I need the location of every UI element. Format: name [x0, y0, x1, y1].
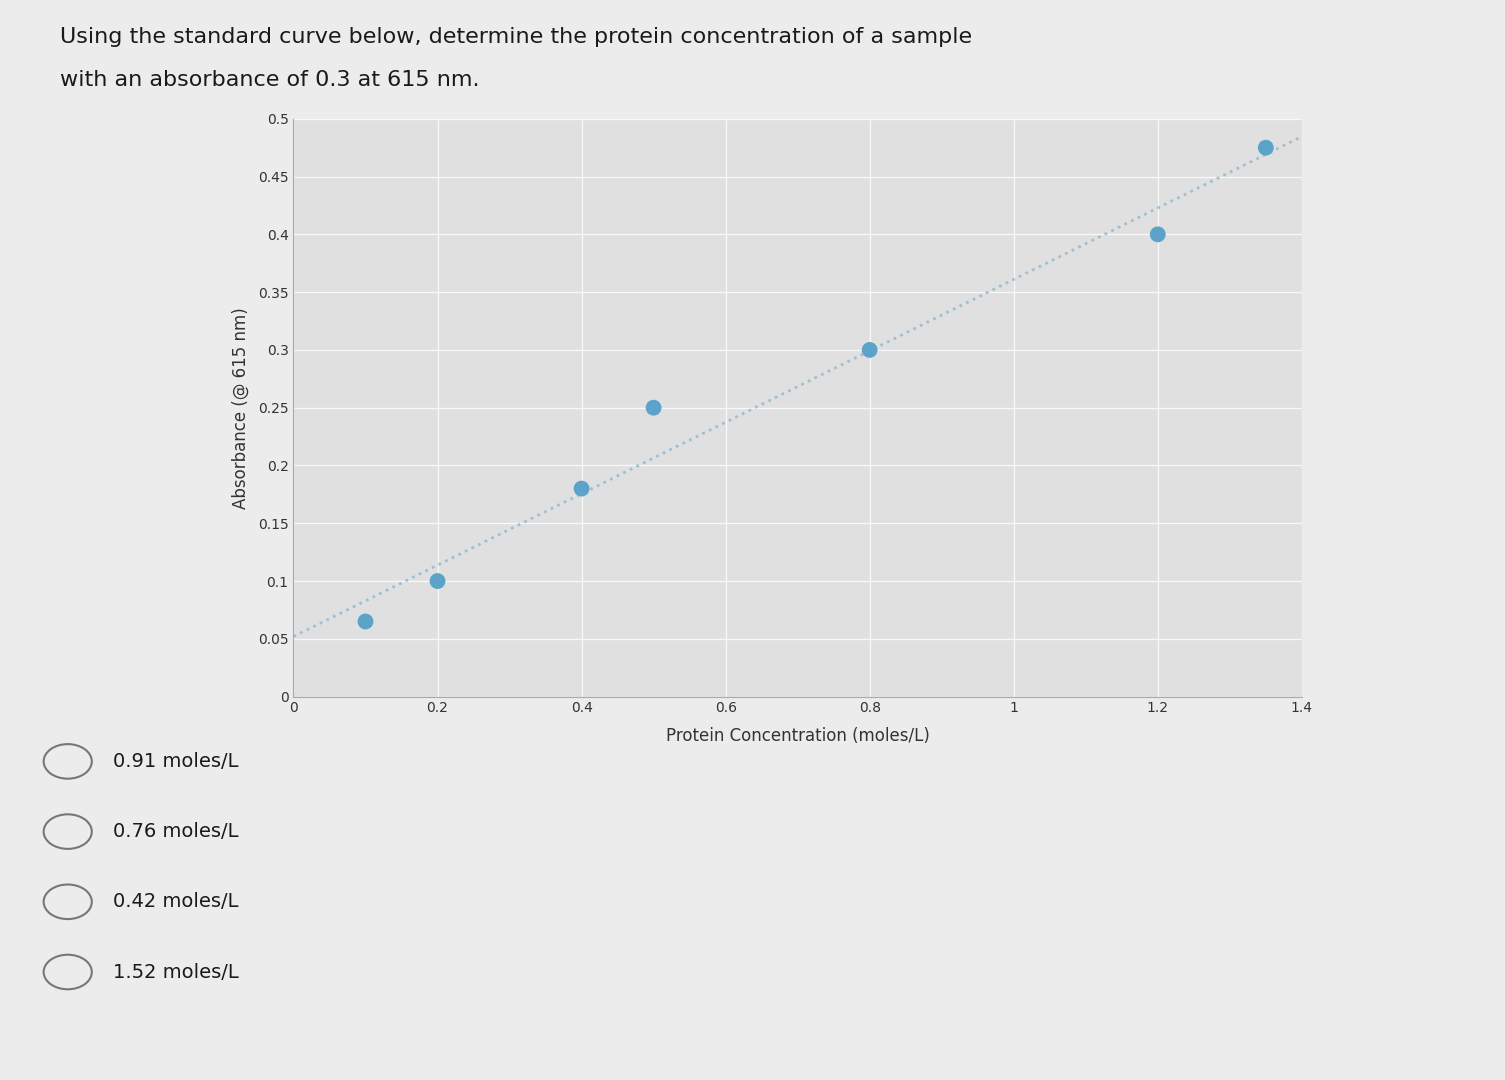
- Text: 0.42 moles/L: 0.42 moles/L: [113, 892, 238, 912]
- Text: with an absorbance of 0.3 at 615 nm.: with an absorbance of 0.3 at 615 nm.: [60, 70, 480, 91]
- Point: [1254, 139, 1278, 157]
- Text: Using the standard curve below, determine the protein concentration of a sample: Using the standard curve below, determin…: [60, 27, 972, 48]
- Text: 0.91 moles/L: 0.91 moles/L: [113, 752, 238, 771]
- X-axis label: Protein Concentration (moles/L): Protein Concentration (moles/L): [665, 727, 930, 744]
- Y-axis label: Absorbance (@ 615 nm): Absorbance (@ 615 nm): [232, 307, 250, 509]
- Point: [1145, 226, 1169, 243]
- Point: [426, 572, 450, 590]
- Text: 1.52 moles/L: 1.52 moles/L: [113, 962, 239, 982]
- Point: [858, 341, 882, 359]
- Point: [354, 612, 378, 630]
- Point: [641, 400, 665, 417]
- Point: [569, 480, 593, 497]
- Text: 0.76 moles/L: 0.76 moles/L: [113, 822, 238, 841]
